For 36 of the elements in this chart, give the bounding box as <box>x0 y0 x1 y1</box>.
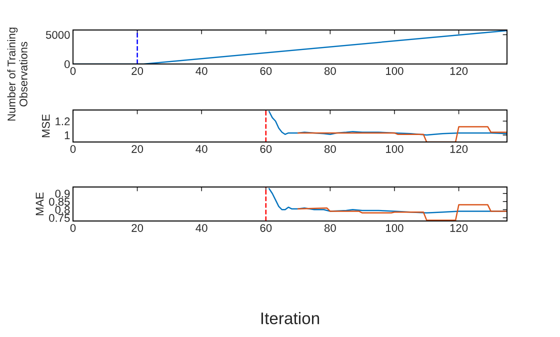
y-tick-label: 1 <box>64 131 70 140</box>
y-tick-label: 0.8 <box>55 206 70 214</box>
x-tick-label: 60 <box>260 67 272 75</box>
x-tick-label: 60 <box>260 224 272 232</box>
y-tick-label: 1.2 <box>56 117 70 126</box>
y-tick-label: 5000 <box>46 30 70 39</box>
y-axis-title: MSE <box>42 114 50 138</box>
x-tick-label: 120 <box>450 224 468 232</box>
x-tick-label: 20 <box>132 67 144 75</box>
x-tick-label: 0 <box>70 67 76 75</box>
x-tick-label: 120 <box>450 67 468 75</box>
y-tick-label: 0.75 <box>49 214 70 222</box>
line-series <box>297 204 507 221</box>
x-tick-label: 80 <box>324 224 336 232</box>
x-tick-label: 0 <box>70 145 76 153</box>
x-tick-label: 20 <box>132 145 144 153</box>
line-series <box>268 110 507 136</box>
x-tick-label: 100 <box>386 67 404 75</box>
x-axis-title: Iteration <box>261 312 320 324</box>
x-tick-label: 40 <box>196 67 208 75</box>
y-tick-label: 0.85 <box>49 198 70 206</box>
y-tick-label: 0.9 <box>55 190 70 198</box>
y-tick-label: 0 <box>64 60 70 68</box>
x-tick-label: 80 <box>324 67 336 75</box>
x-tick-label: 0 <box>70 224 76 232</box>
x-tick-label: 40 <box>196 224 208 232</box>
x-tick-label: 100 <box>386 224 404 232</box>
line-series <box>297 126 507 142</box>
x-tick-label: 20 <box>132 224 144 232</box>
y-axis-title: MAE <box>36 192 44 216</box>
x-tick-label: 60 <box>260 145 272 153</box>
y-axis-title: Number of Training Observations <box>7 28 28 121</box>
x-tick-label: 40 <box>196 145 208 153</box>
x-tick-label: 120 <box>450 145 468 153</box>
x-tick-label: 100 <box>386 145 404 153</box>
x-tick-label: 80 <box>324 145 336 153</box>
